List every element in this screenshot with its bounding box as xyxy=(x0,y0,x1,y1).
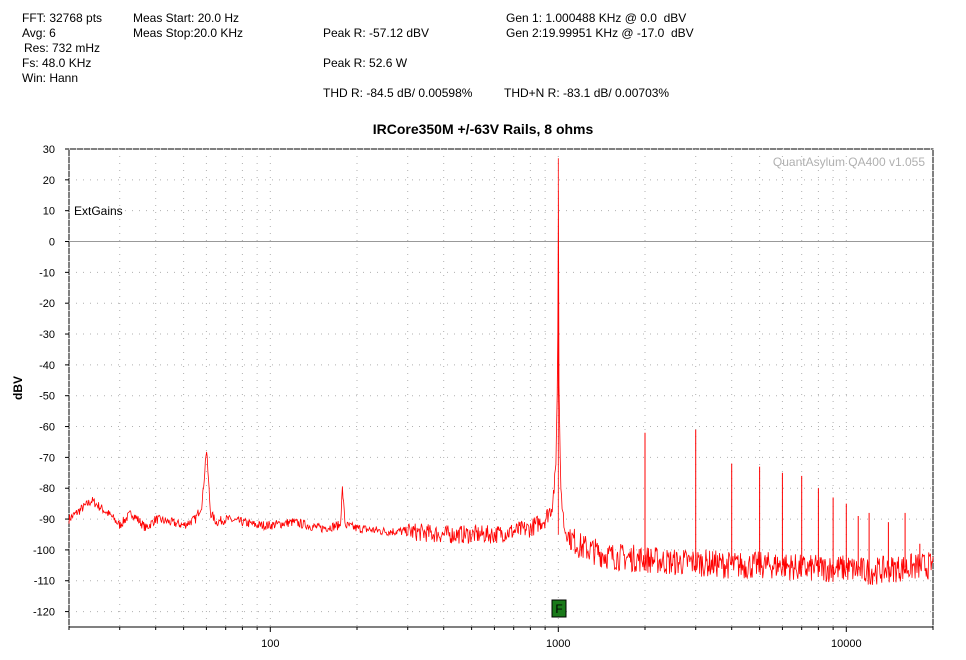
peak-r-watts: Peak R: 52.6 W xyxy=(323,56,408,70)
y-tick-label: -100 xyxy=(33,545,55,557)
fundamental-marker[interactable] xyxy=(551,599,567,618)
y-tick-label: 30 xyxy=(43,144,55,156)
y-tick-label: -120 xyxy=(33,607,55,619)
x-ticks: 100 1000 10000 xyxy=(68,627,934,650)
extgains-label: ExtGains xyxy=(74,204,123,218)
y-tick-label: -110 xyxy=(34,576,55,588)
fft-points: FFT: 32768 pts xyxy=(22,11,103,25)
peak-r-dbv: Peak R: -57.12 dBV xyxy=(323,26,430,40)
y-tick-label: -10 xyxy=(39,267,55,279)
y-tick-label: -20 xyxy=(39,298,55,310)
window-type: Win: Hann xyxy=(22,71,79,85)
y-tick-label: -80 xyxy=(39,483,55,495)
plot-frame xyxy=(68,148,934,628)
y-tick-label: 20 xyxy=(43,175,55,187)
thd-readout: THD R: -84.5 dB/ 0.00598% xyxy=(323,86,473,100)
y-tick-label: 10 xyxy=(43,206,55,218)
grid xyxy=(68,148,934,627)
sample-rate: Fs: 48.0 KHz xyxy=(22,56,92,70)
x-tick-label: 1000 xyxy=(546,638,570,650)
y-ticks: 30 20 10 0 -10 -20 -30 -40 -50 -60 -70 -80 -90 -100 -1… xyxy=(33,144,69,619)
y-tick-label: -30 xyxy=(39,329,55,341)
spectrum-trace xyxy=(68,158,934,585)
y-tick-label: -50 xyxy=(39,391,55,403)
gen1-readout: Gen 1: 1.000488 KHz @ 0.0 dBV xyxy=(506,11,687,25)
watermark: QuantAsylum QA400 v1.055 xyxy=(773,155,925,169)
resolution: Res: 732 mHz xyxy=(24,41,101,55)
y-tick-label: -70 xyxy=(39,452,55,464)
meas-stop: Meas Stop:20.0 KHz xyxy=(133,26,244,40)
averages: Avg: 6 xyxy=(22,26,56,40)
trace-group xyxy=(68,158,934,585)
meas-start: Meas Start: 20.0 Hz xyxy=(133,11,240,25)
chart-title: IRCore350M +/-63V Rails, 8 ohms xyxy=(372,121,594,137)
y-tick-label: -40 xyxy=(39,360,55,372)
y-tick-label: 0 xyxy=(49,237,55,249)
gen2-readout: Gen 2:19.99951 KHz @ -17.0 dBV xyxy=(506,26,694,40)
x-tick-label: 10000 xyxy=(831,638,862,650)
thdn-readout: THD+N R: -83.1 dB/ 0.00703% xyxy=(504,86,670,100)
x-tick-label: 100 xyxy=(261,638,279,650)
y-tick-label: -90 xyxy=(39,514,55,526)
fundamental-marker-label: F xyxy=(555,602,562,616)
y-tick-label: -60 xyxy=(39,422,55,434)
y-axis-label: dBV xyxy=(11,376,25,400)
